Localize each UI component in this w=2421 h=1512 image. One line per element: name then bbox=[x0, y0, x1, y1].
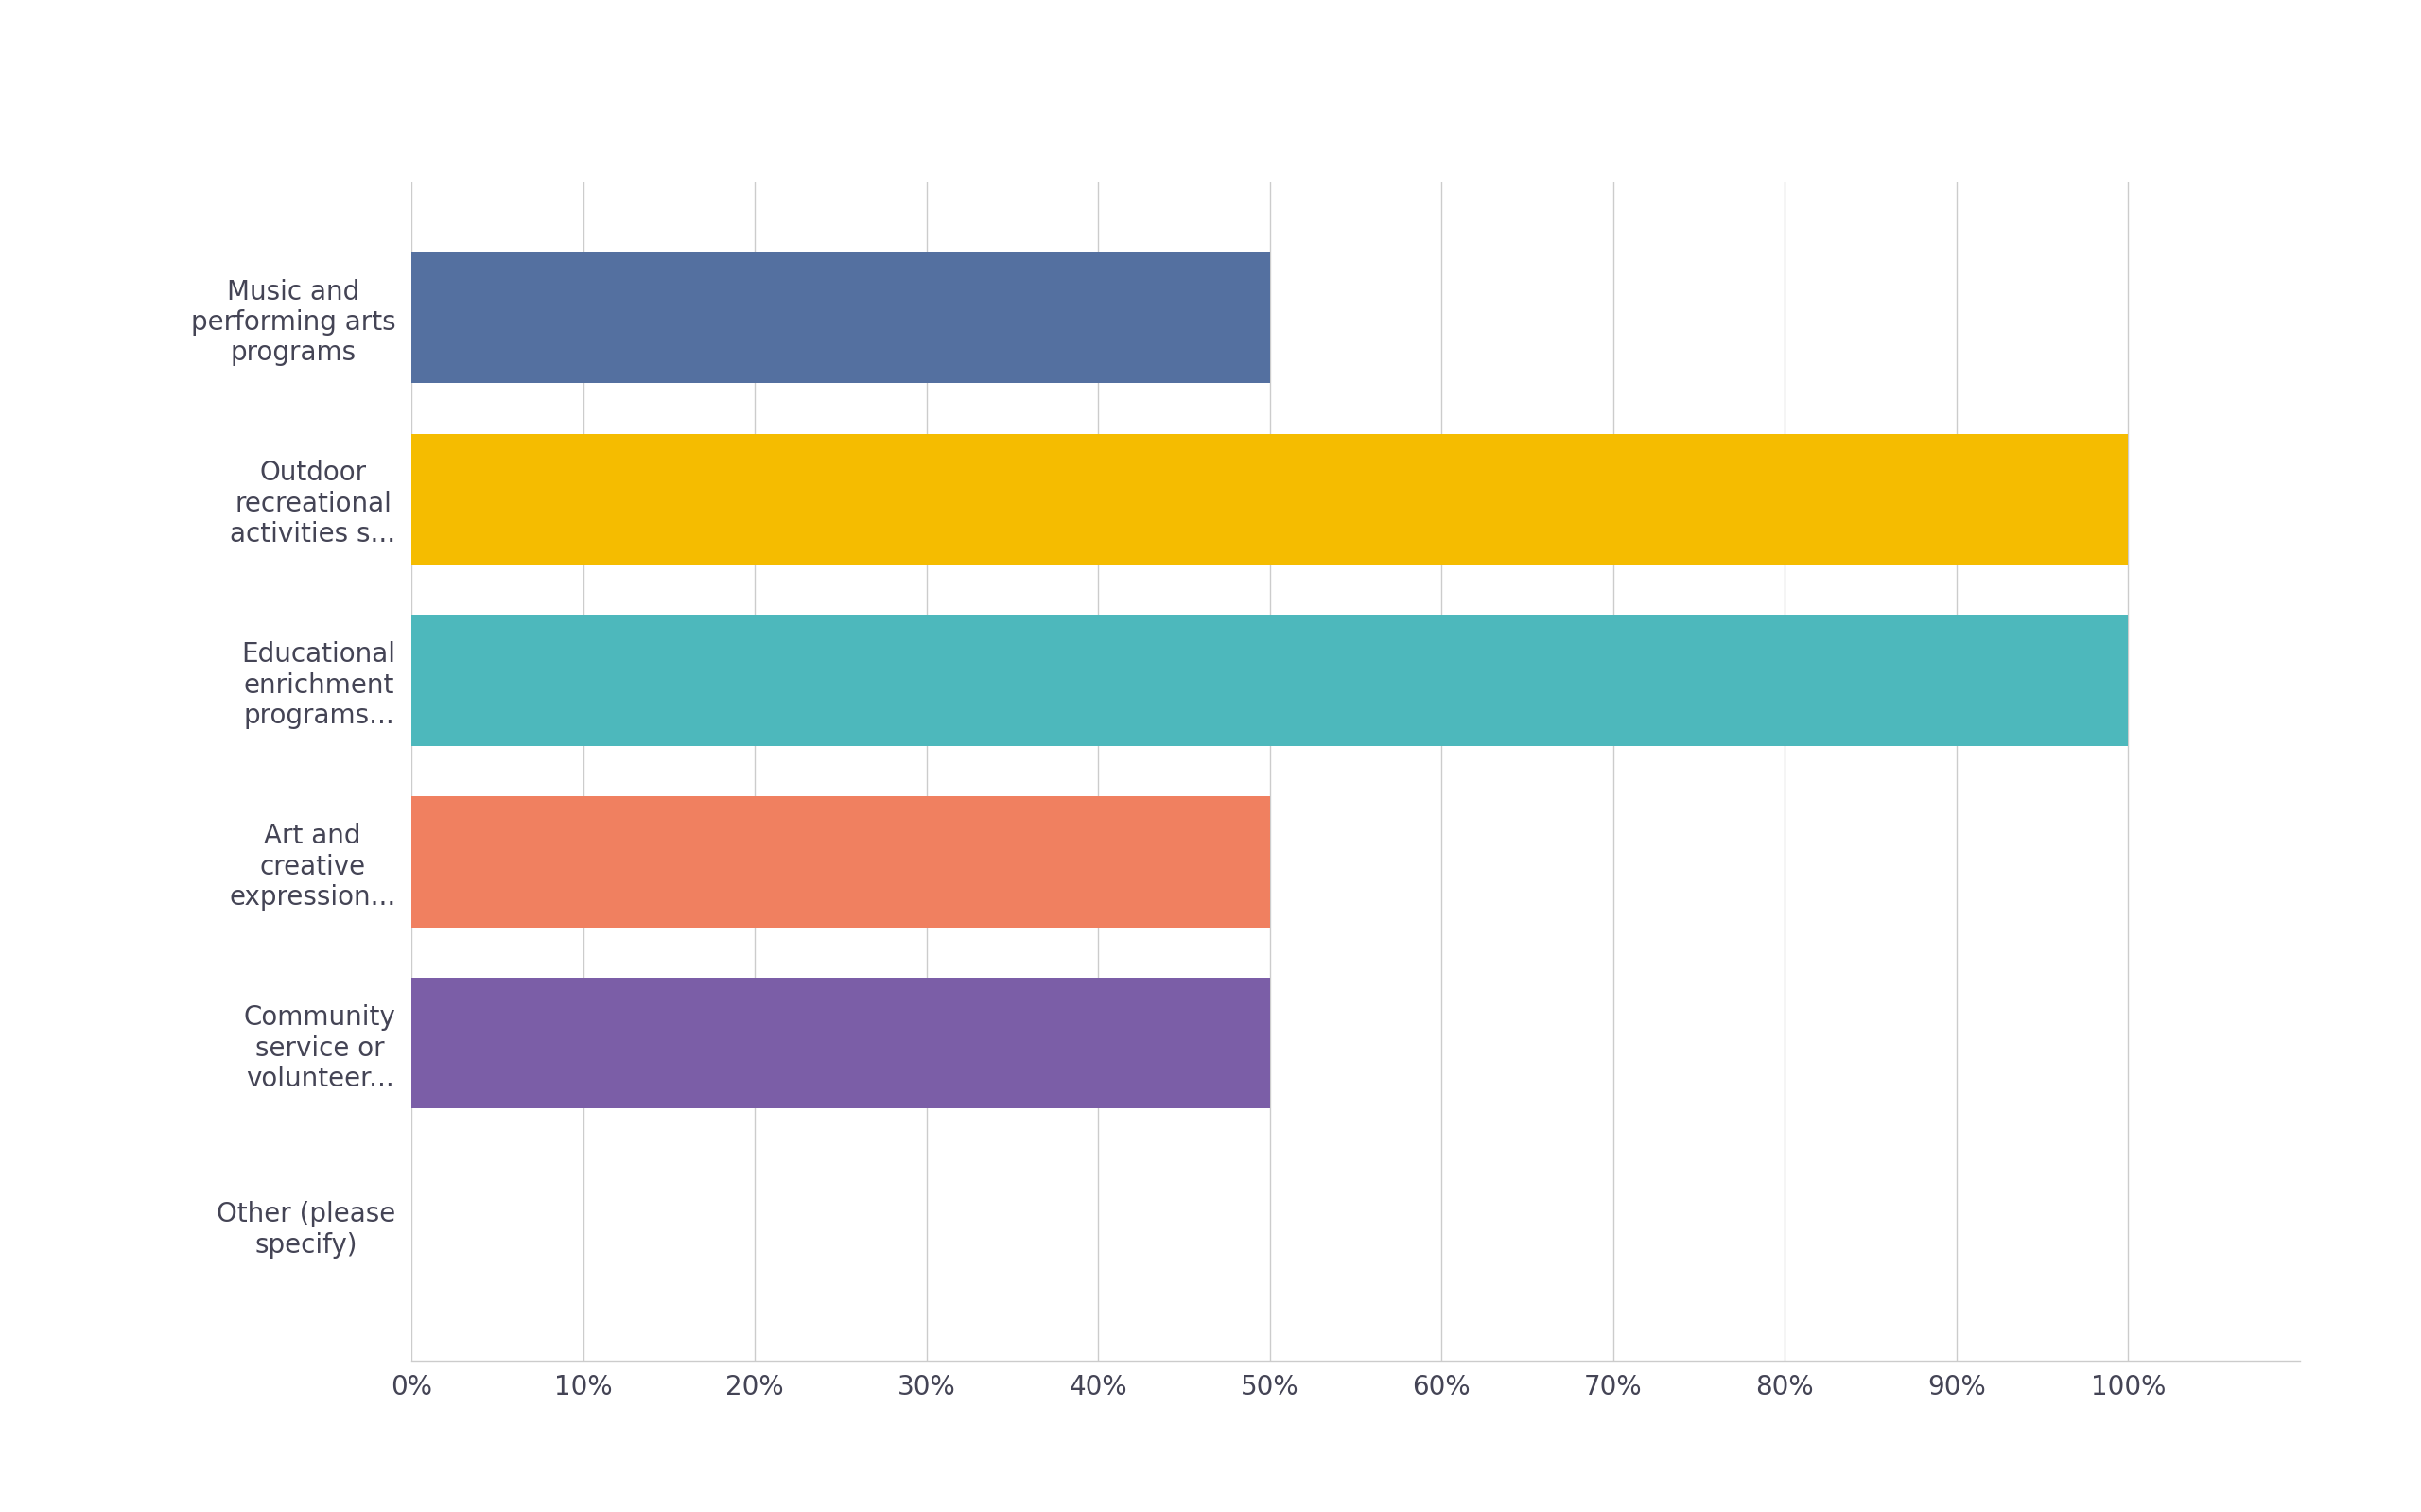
Bar bbox=[412, 978, 1271, 1108]
Bar bbox=[412, 797, 1271, 927]
Bar bbox=[412, 434, 2128, 564]
Bar bbox=[412, 253, 1271, 383]
Bar bbox=[412, 615, 2128, 745]
